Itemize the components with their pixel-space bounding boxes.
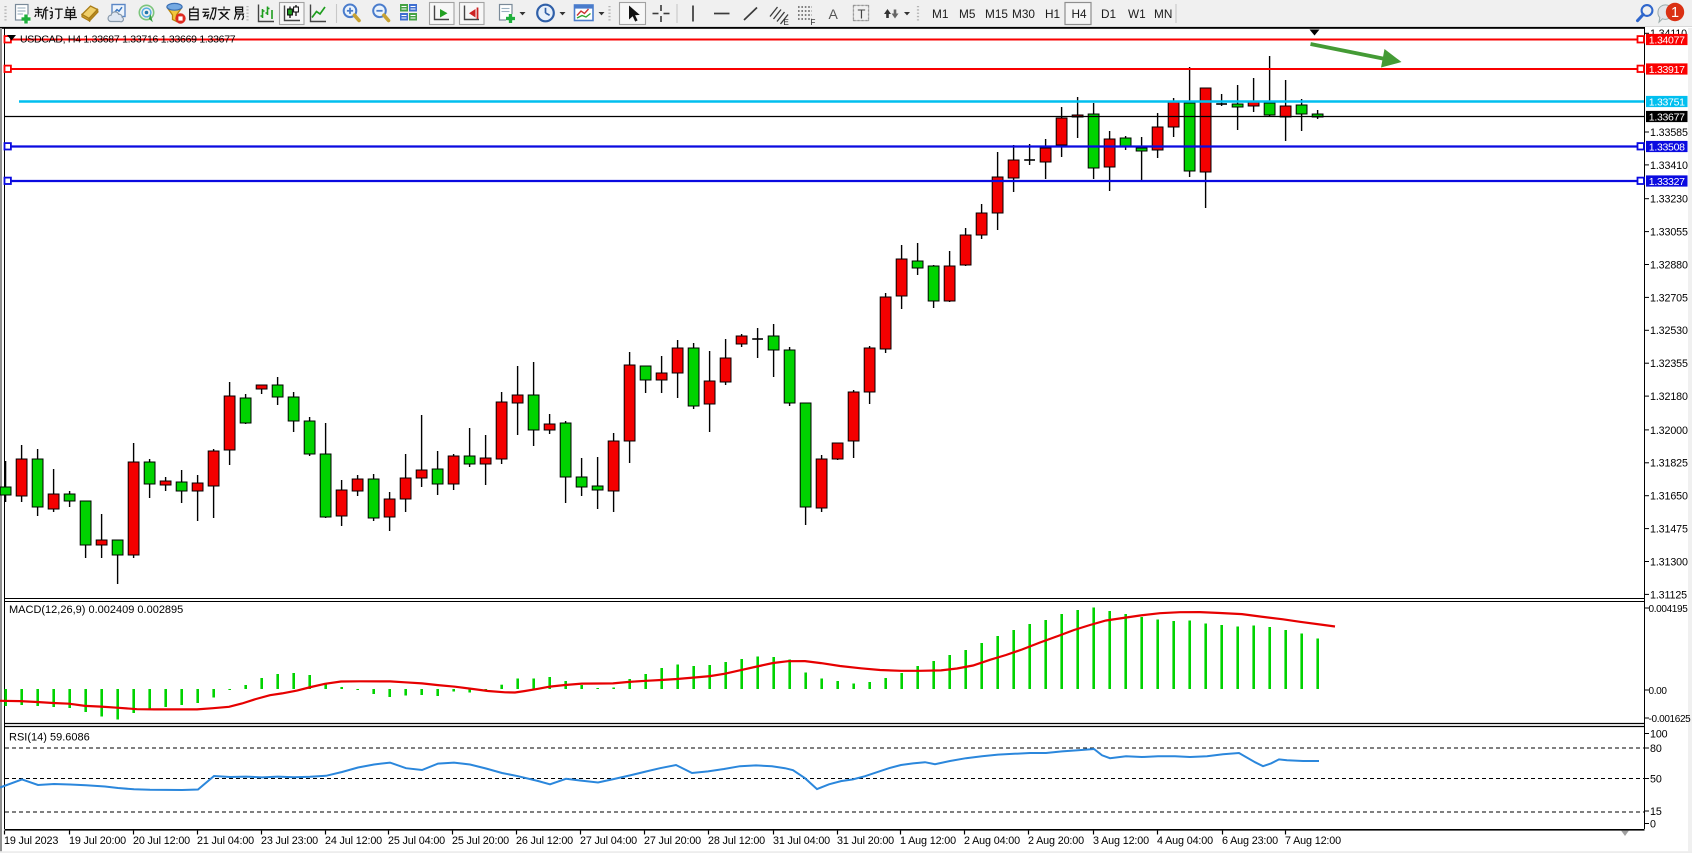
svg-text:0.004195: 0.004195 — [1649, 604, 1689, 615]
svg-text:25 Jul 20:00: 25 Jul 20:00 — [452, 835, 509, 847]
svg-text:21 Jul 04:00: 21 Jul 04:00 — [197, 835, 254, 847]
svg-text:RSI(14) 59.6086: RSI(14) 59.6086 — [9, 732, 90, 744]
svg-text:15: 15 — [1650, 806, 1662, 818]
svg-text:1.32180: 1.32180 — [1650, 391, 1688, 403]
svg-text:M15: M15 — [985, 7, 1008, 21]
svg-text:20 Jul 12:00: 20 Jul 12:00 — [133, 835, 190, 847]
svg-text:A: A — [829, 6, 839, 22]
svg-text:MN: MN — [1154, 7, 1172, 21]
svg-text:1.33327: 1.33327 — [1649, 176, 1685, 188]
svg-text:24 Jul 12:00: 24 Jul 12:00 — [325, 835, 382, 847]
svg-text:1.31650: 1.31650 — [1650, 491, 1688, 503]
svg-text:1.34077: 1.34077 — [1649, 34, 1685, 46]
svg-text:19 Jul 20:00: 19 Jul 20:00 — [69, 835, 126, 847]
svg-text:3 Aug 12:00: 3 Aug 12:00 — [1093, 835, 1149, 847]
svg-text:31 Jul 04:00: 31 Jul 04:00 — [773, 835, 830, 847]
svg-text:W1: W1 — [1128, 7, 1146, 21]
svg-text:31 Jul 20:00: 31 Jul 20:00 — [837, 835, 894, 847]
svg-text:1.31825: 1.31825 — [1650, 458, 1688, 470]
svg-text:1 Aug 12:00: 1 Aug 12:00 — [900, 835, 956, 847]
svg-text:M5: M5 — [959, 7, 976, 21]
svg-text:1: 1 — [1671, 5, 1679, 21]
svg-text:1.33751: 1.33751 — [1649, 96, 1685, 108]
svg-text:80: 80 — [1650, 743, 1662, 755]
svg-text:MACD(12,26,9) 0.002409 0.00289: MACD(12,26,9) 0.002409 0.002895 — [9, 604, 183, 616]
svg-text:100: 100 — [1650, 728, 1668, 740]
svg-text:F: F — [811, 18, 816, 27]
svg-text:27 Jul 20:00: 27 Jul 20:00 — [644, 835, 701, 847]
svg-text:M30: M30 — [1012, 7, 1035, 21]
svg-text:1.33677: 1.33677 — [1649, 111, 1685, 123]
svg-text:1.31300: 1.31300 — [1650, 556, 1688, 568]
svg-text:H4: H4 — [1072, 7, 1088, 21]
svg-text:1.33508: 1.33508 — [1649, 141, 1685, 153]
svg-text:E: E — [784, 18, 789, 27]
svg-text:1.32880: 1.32880 — [1650, 259, 1688, 271]
svg-text:M1: M1 — [932, 7, 948, 21]
svg-text:1.32355: 1.32355 — [1650, 358, 1688, 370]
svg-text:1.32705: 1.32705 — [1650, 292, 1688, 304]
svg-text:25 Jul 04:00: 25 Jul 04:00 — [388, 835, 445, 847]
svg-text:USDCAD, H4 1.33687 1.33716 1.3: USDCAD, H4 1.33687 1.33716 1.33669 1.336… — [20, 33, 236, 45]
svg-text:27 Jul 04:00: 27 Jul 04:00 — [580, 835, 637, 847]
svg-text:0: 0 — [1650, 818, 1656, 830]
svg-text:28 Jul 12:00: 28 Jul 12:00 — [708, 835, 765, 847]
svg-text:1.31475: 1.31475 — [1650, 524, 1688, 536]
svg-text:0.00: 0.00 — [1649, 686, 1668, 697]
svg-text:1.33410: 1.33410 — [1650, 160, 1688, 172]
svg-text:2 Aug 20:00: 2 Aug 20:00 — [1028, 835, 1084, 847]
svg-text:1.33917: 1.33917 — [1649, 64, 1685, 76]
svg-text:50: 50 — [1650, 773, 1662, 785]
svg-text:H1: H1 — [1045, 7, 1060, 21]
svg-text:2 Aug 04:00: 2 Aug 04:00 — [964, 835, 1020, 847]
svg-text:1.33585: 1.33585 — [1650, 127, 1688, 139]
svg-text:1.33230: 1.33230 — [1650, 194, 1688, 206]
svg-text:23 Jul 23:00: 23 Jul 23:00 — [261, 835, 318, 847]
svg-text:7 Aug 12:00: 7 Aug 12:00 — [1285, 835, 1341, 847]
svg-text:19 Jul 2023: 19 Jul 2023 — [4, 835, 58, 847]
svg-text:-0.001625: -0.001625 — [1649, 714, 1692, 725]
svg-text:26 Jul 12:00: 26 Jul 12:00 — [516, 835, 573, 847]
svg-text:6 Aug 23:00: 6 Aug 23:00 — [1222, 835, 1278, 847]
svg-text:1.33055: 1.33055 — [1650, 227, 1688, 239]
svg-text:T: T — [858, 7, 866, 22]
svg-text:1.31125: 1.31125 — [1650, 589, 1687, 601]
svg-text:1.32000: 1.32000 — [1650, 425, 1688, 437]
svg-text:D1: D1 — [1101, 7, 1116, 21]
svg-text:1.32530: 1.32530 — [1650, 325, 1688, 337]
svg-text:4 Aug 04:00: 4 Aug 04:00 — [1157, 835, 1213, 847]
